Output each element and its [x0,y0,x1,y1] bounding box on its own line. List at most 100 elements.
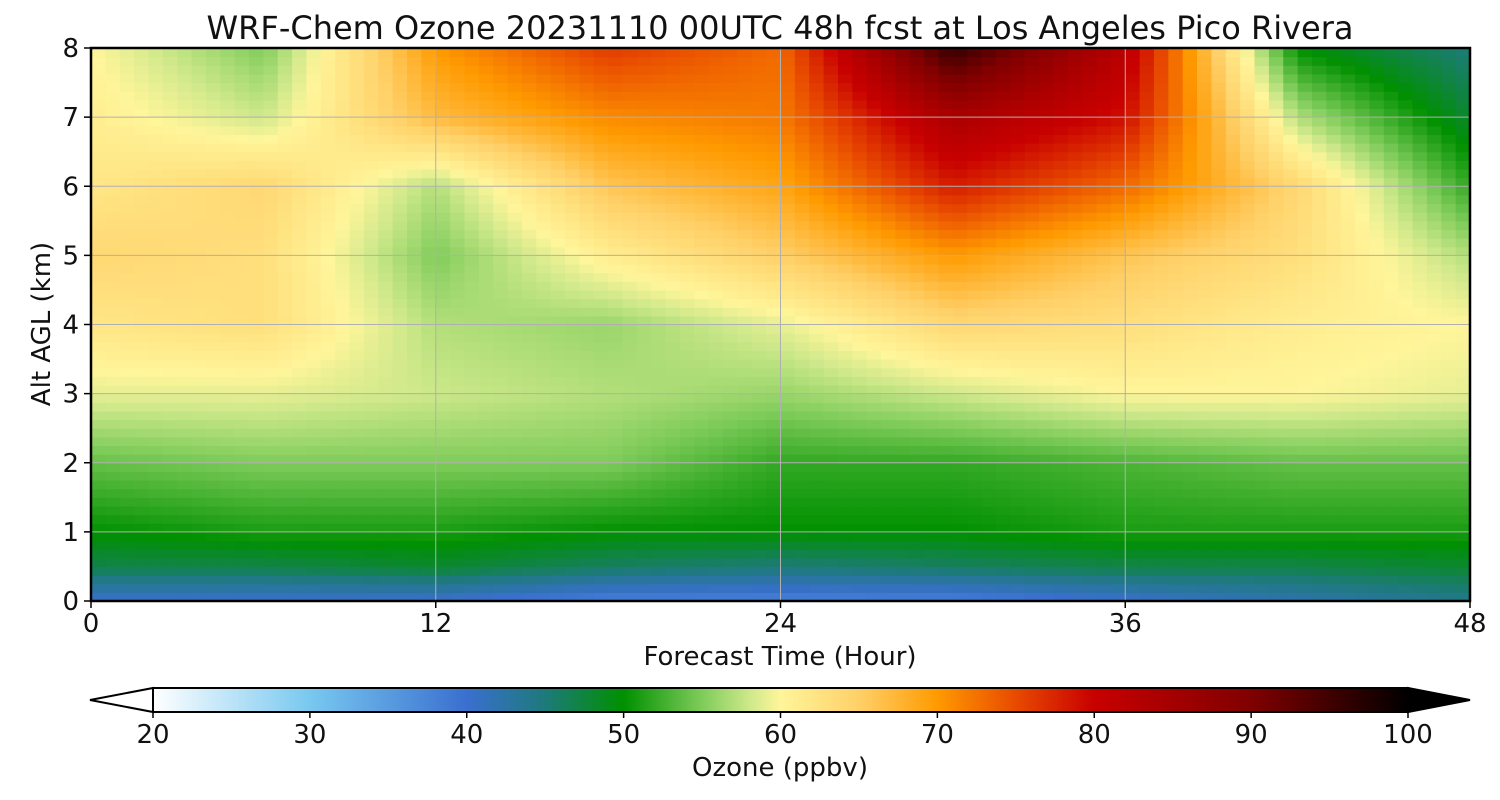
heatmap-cell [306,540,322,550]
heatmap-cell [1311,471,1327,481]
heatmap-cell [837,436,853,447]
heatmap-cell [1024,168,1040,179]
heatmap-cell [1225,324,1241,334]
heatmap-cell [335,436,351,447]
heatmap-cell [852,557,868,568]
heatmap-cell [320,480,336,490]
heatmap-cell [1211,333,1227,343]
heatmap-cell [234,531,250,542]
heatmap-cell [421,480,437,490]
heatmap-cell [378,393,394,403]
heatmap-cell [349,367,365,377]
heatmap-cell [177,592,193,602]
heatmap-cell [1441,367,1457,377]
heatmap-cell [1082,177,1098,187]
heatmap-cell [780,419,796,429]
heatmap-cell [924,575,940,585]
heatmap-cell [1211,488,1227,498]
heatmap-cell [909,229,925,239]
heatmap-cell [1225,549,1241,559]
heatmap-cell [622,436,638,447]
heatmap-cell [507,523,523,533]
heatmap-cell [924,264,940,274]
heatmap-cell [148,376,164,386]
heatmap-cell [852,341,868,352]
heatmap-cell [435,549,451,559]
heatmap-cell [363,592,379,602]
heatmap-cell [1340,324,1356,334]
heatmap-cell [464,212,480,222]
heatmap-cell [636,307,652,317]
heatmap-cell [392,359,408,369]
heatmap-cell [1197,367,1213,377]
heatmap-cell [1254,281,1270,291]
heatmap-cell [1067,220,1083,231]
heatmap-cell [1326,229,1342,239]
heatmap-cell [234,229,250,239]
heatmap-cell [550,540,566,550]
heatmap-cell [349,333,365,343]
heatmap-cell [1441,341,1457,352]
heatmap-cell [263,341,279,352]
heatmap-cell [708,151,724,161]
heatmap-cell [608,238,624,248]
heatmap-cell [392,583,408,593]
heatmap-cell [1297,575,1313,585]
heatmap-cell [1398,324,1414,334]
heatmap-cell [809,575,825,585]
heatmap-cell [521,186,537,196]
heatmap-cell [823,160,839,170]
heatmap-cell [421,238,437,248]
heatmap-cell [493,203,509,213]
heatmap-cell [105,255,121,265]
heatmap-cell [550,272,566,282]
heatmap-cell [665,324,681,334]
heatmap-cell [938,376,954,386]
heatmap-cell [766,324,782,334]
heatmap-cell [177,298,193,308]
heatmap-cell [579,315,595,326]
heatmap-cell [306,333,322,343]
heatmap-cell [220,333,236,343]
heatmap-cell [119,436,135,447]
heatmap-cell [550,203,566,213]
heatmap-cell [1369,575,1385,585]
heatmap-cell [1096,359,1112,369]
heatmap-cell [478,324,494,334]
heatmap-cell [493,497,509,507]
heatmap-cell [751,419,767,429]
heatmap-cell [1182,160,1198,170]
heatmap-cell [1369,298,1385,308]
heatmap-cell [1311,557,1327,568]
heatmap-cell [694,264,710,274]
heatmap-cell [751,566,767,576]
heatmap-cell [148,194,164,205]
heatmap-cell [1139,436,1155,447]
heatmap-cell [536,540,552,550]
heatmap-cell [1053,220,1069,231]
heatmap-cell [220,376,236,386]
heatmap-cell [450,151,466,161]
heatmap-cell [249,497,264,507]
heatmap-cell [1168,324,1184,334]
heatmap-cell [450,333,466,343]
heatmap-cell [1297,410,1313,421]
heatmap-cell [177,168,193,179]
heatmap-cell [521,246,537,256]
heatmap-cell [952,359,968,369]
heatmap-cell [1082,315,1098,326]
heatmap-cell [536,255,552,265]
heatmap-cell [493,393,509,403]
heatmap-cell [665,497,681,507]
heatmap-cell [177,523,193,533]
heatmap-cell [924,289,940,300]
heatmap-cell [737,151,753,161]
heatmap-cell [119,151,135,161]
heatmap-cell [1441,428,1457,438]
heatmap-cell [292,523,308,533]
heatmap-cell [1096,402,1112,412]
heatmap-cell [780,341,796,352]
heatmap-cell [335,186,351,196]
heatmap-cell [766,540,782,550]
heatmap-cell [1153,436,1169,447]
